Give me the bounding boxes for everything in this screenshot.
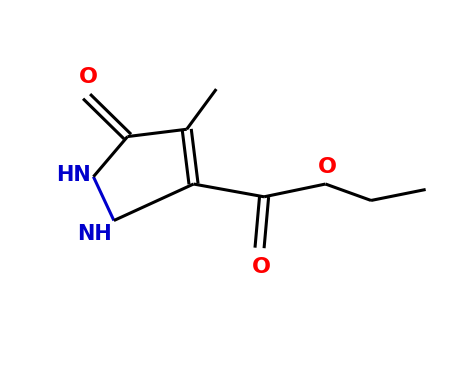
Text: O: O: [318, 157, 337, 177]
Text: HN: HN: [56, 165, 91, 185]
Text: O: O: [252, 257, 271, 277]
Text: O: O: [79, 67, 98, 87]
Text: NH: NH: [77, 224, 112, 244]
